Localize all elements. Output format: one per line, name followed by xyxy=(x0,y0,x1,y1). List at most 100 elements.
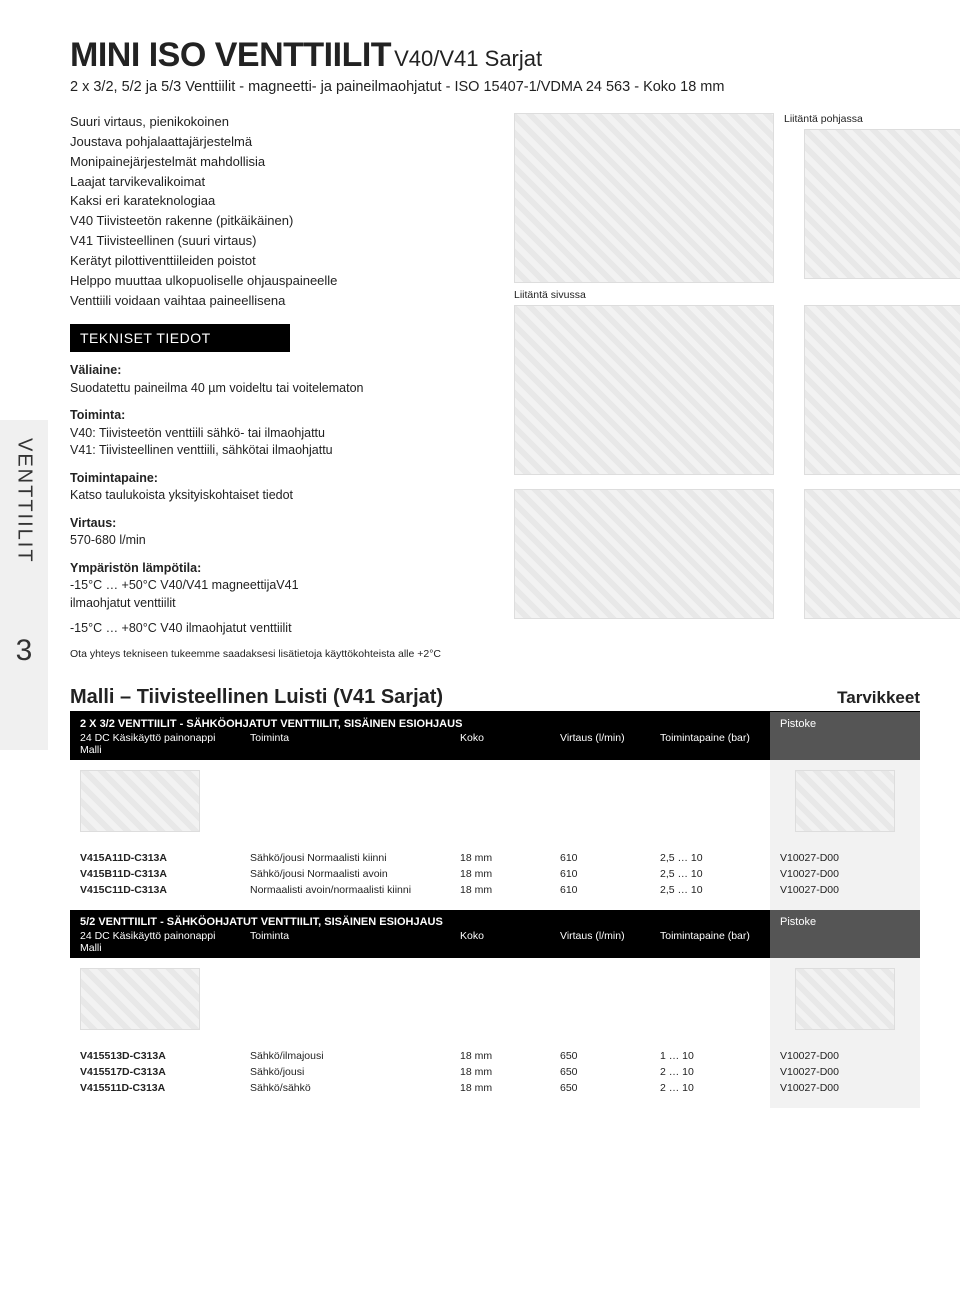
accessories-title: Tarvikkeet xyxy=(837,688,920,708)
spec-label: Virtaus: xyxy=(70,515,490,533)
cell-op: Sähkö/sähkö xyxy=(250,1082,460,1094)
schematic-side xyxy=(804,305,960,475)
cell-press: 2,5 … 10 xyxy=(660,868,760,880)
col-op: Toiminta xyxy=(250,930,460,954)
valve-thumb xyxy=(80,968,200,1030)
valve-thumb xyxy=(80,770,200,832)
schematic-top-right xyxy=(804,129,960,279)
cell-press: 2 … 10 xyxy=(660,1066,760,1078)
cell-press: 2 … 10 xyxy=(660,1082,760,1094)
cell-model: V415513D-C313A xyxy=(80,1050,250,1062)
table-row: V415511D-C313ASähkö/sähkö18 mm6502 … 10 xyxy=(80,1080,760,1096)
side-tab: VENTTIILIT 3 xyxy=(0,420,48,750)
cell-size: 18 mm xyxy=(460,852,560,864)
table-row: V415C11D-C313ANormaalisti avoin/normaali… xyxy=(80,882,760,898)
acc-row: V10027-D00 xyxy=(780,850,910,866)
feature-item: Suuri virtaus, pienikokoinen xyxy=(70,113,490,132)
cell-flow: 610 xyxy=(560,868,660,880)
feature-item: Monipainejärjestelmät mahdollisia xyxy=(70,153,490,172)
spec-value: Katso taulukoista yksityiskohtaiset tied… xyxy=(70,487,490,505)
col-flow: Virtaus (l/min) xyxy=(560,930,660,954)
cell-size: 18 mm xyxy=(460,1050,560,1062)
table-row: V415A11D-C313ASähkö/jousi Normaalisti ki… xyxy=(80,850,760,866)
spec-value: ilmaohjatut venttiilit xyxy=(70,595,490,613)
spec-value: 570-680 l/min xyxy=(70,532,490,550)
acc-row: V10027-D00 xyxy=(780,866,910,882)
cell-op: Sähkö/jousi xyxy=(250,1066,460,1078)
feature-item: V40 Tiivisteetön rakenne (pitkäikäinen) xyxy=(70,212,490,231)
acc-rows: V10027-D00V10027-D00V10027-D00 xyxy=(780,1048,910,1096)
spec-value: -15°C … +80°C V40 ilmaohjatut venttiilit xyxy=(70,620,490,638)
table-row: V415517D-C313ASähkö/jousi18 mm6502 … 10 xyxy=(80,1064,760,1080)
connector-thumb xyxy=(795,770,895,832)
feature-list: Suuri virtaus, pienikokoinenJoustava poh… xyxy=(70,113,490,310)
col-press: Toimintapaine (bar) xyxy=(660,930,760,954)
feature-item: Laajat tarvikevalikoimat xyxy=(70,173,490,192)
spec-valiaine: Väliaine: Suodatettu paineilma 40 µm voi… xyxy=(70,362,490,397)
col-sub: 24 DC Käsikäyttö painonappiMalli xyxy=(80,930,250,954)
cell-flow: 610 xyxy=(560,852,660,864)
cell-flow: 650 xyxy=(560,1050,660,1062)
side-tab-text: VENTTIILIT xyxy=(13,438,36,564)
spec-toiminta: Toiminta: V40: Tiivisteetön venttiili sä… xyxy=(70,407,490,460)
spec-value: V40: Tiivisteetön venttiili sähkö- tai i… xyxy=(70,425,490,443)
spec-toimintapaine: Toimintapaine: Katso taulukoista yksityi… xyxy=(70,470,490,505)
cell-size: 18 mm xyxy=(460,884,560,896)
cell-size: 18 mm xyxy=(460,1082,560,1094)
connector-thumb xyxy=(795,968,895,1030)
tech-header: TEKNISET TIEDOT xyxy=(70,324,290,352)
feature-item: Helppo muuttaa ulkopuoliselle ohjauspain… xyxy=(70,272,490,291)
spec-note: Ota yhteys tekniseen tukeemme saadaksesi… xyxy=(70,648,490,660)
acc-row: V10027-D00 xyxy=(780,1080,910,1096)
schematic-top xyxy=(514,489,774,619)
model-section-header: Malli – Tiivisteellinen Luisti (V41 Sarj… xyxy=(70,686,920,712)
feature-item: Venttiili voidaan vaihtaa paineellisena xyxy=(70,292,490,311)
title-series: V40/V41 Sarjat xyxy=(394,46,542,71)
spec-value: Suodatettu paineilma 40 µm voideltu tai … xyxy=(70,380,490,398)
cell-model: V415511D-C313A xyxy=(80,1082,250,1094)
spec-lampotila: Ympäristön lämpötila: -15°C … +50°C V40/… xyxy=(70,560,490,638)
col-op: Toiminta xyxy=(250,732,460,756)
col-size: Koko xyxy=(460,930,560,954)
feature-item: Joustava pohjalaattajärjestelmä xyxy=(70,133,490,152)
cell-press: 2,5 … 10 xyxy=(660,884,760,896)
cell-op: Sähkö/jousi Normaalisti avoin xyxy=(250,868,460,880)
schematic-front xyxy=(514,305,774,475)
spec-label: Toiminta: xyxy=(70,407,490,425)
feature-item: V41 Tiivisteellinen (suuri virtaus) xyxy=(70,232,490,251)
col-press: Toimintapaine (bar) xyxy=(660,732,760,756)
cell-flow: 650 xyxy=(560,1082,660,1094)
cell-op: Sähkö/ilmajousi xyxy=(250,1050,460,1062)
cell-flow: 650 xyxy=(560,1066,660,1078)
cell-op: Sähkö/jousi Normaalisti kiinni xyxy=(250,852,460,864)
col-flow: Virtaus (l/min) xyxy=(560,732,660,756)
acc-row: V10027-D00 xyxy=(780,1048,910,1064)
page-title: MINI ISO VENTTIILIT V40/V41 Sarjat xyxy=(70,36,920,75)
cell-press: 1 … 10 xyxy=(660,1050,760,1062)
spec-label: Väliaine: xyxy=(70,362,490,380)
spec-virtaus: Virtaus: 570-680 l/min xyxy=(70,515,490,550)
table-row: V415513D-C313ASähkö/ilmajousi18 mm6501 …… xyxy=(80,1048,760,1064)
col-sub: 24 DC Käsikäyttö painonappiMalli xyxy=(80,732,250,756)
model-title: Malli – Tiivisteellinen Luisti (V41 Sarj… xyxy=(70,686,443,709)
cell-op: Normaalisti avoin/normaalisti kiinni xyxy=(250,884,460,896)
cell-model: V415B11D-C313A xyxy=(80,868,250,880)
cell-model: V415C11D-C313A xyxy=(80,884,250,896)
spec-value: -15°C … +50°C V40/V41 magneettijaV41 xyxy=(70,577,490,595)
acc-header: Pistoke xyxy=(770,910,920,958)
spec-value: V41: Tiivisteellinen venttiili, sähkötai… xyxy=(70,442,490,460)
table-header: 5/2 VENTTIILIT - SÄHKÖOHJATUT VENTTIILIT… xyxy=(80,916,760,928)
page-subtitle: 2 x 3/2, 5/2 ja 5/3 Venttiilit - magneet… xyxy=(70,79,920,95)
feature-item: Kerätyt pilottiventtiileiden poistot xyxy=(70,252,490,271)
acc-row: V10027-D00 xyxy=(780,1064,910,1080)
cell-model: V415A11D-C313A xyxy=(80,852,250,864)
spec-label: Ympäristön lämpötila: xyxy=(70,560,490,578)
acc-rows: V10027-D00V10027-D00V10027-D00 xyxy=(780,850,910,898)
title-main: MINI ISO VENTTIILIT xyxy=(70,36,391,74)
feature-item: Kaksi eri karateknologiaa xyxy=(70,192,490,211)
acc-header: Pistoke xyxy=(770,712,920,760)
col-size: Koko xyxy=(460,732,560,756)
product-photo xyxy=(514,113,774,283)
acc-row: V10027-D00 xyxy=(780,882,910,898)
spec-label: Toimintapaine: xyxy=(70,470,490,488)
